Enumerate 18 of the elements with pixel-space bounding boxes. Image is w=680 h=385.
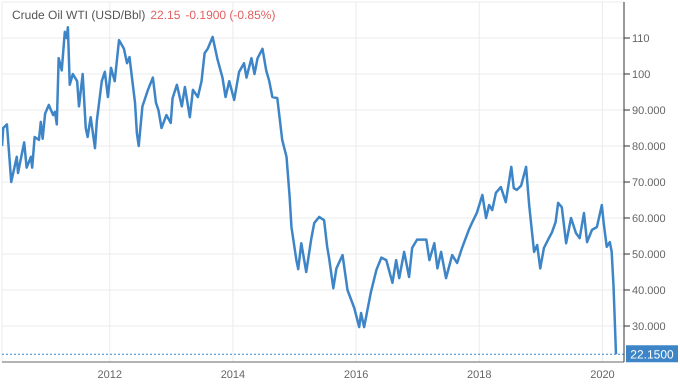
- text: Crude Oil WTI (USD/Bbl): [12, 8, 146, 22]
- y-tick-label: 40.000: [632, 284, 666, 297]
- x-tick-label: 2016: [344, 368, 368, 381]
- x-tick-label: 2014: [220, 368, 246, 381]
- annotation: -0.1900 (-0.85%): [185, 8, 276, 22]
- y-tick-label: 70.000: [632, 176, 666, 189]
- x-tick-label: 2012: [98, 368, 122, 381]
- y-tick-label: 50.000: [632, 248, 666, 261]
- y-tick-label: 60.000: [632, 212, 666, 225]
- y-tick-label: 80.000: [632, 140, 666, 153]
- y-tick-label: 30.000: [632, 320, 666, 333]
- x-tick-label: 2018: [467, 368, 492, 381]
- annotation: 22.15: [150, 8, 180, 22]
- y-tick-label: 100: [632, 68, 650, 81]
- y-tick-label: 90.000: [632, 104, 666, 117]
- y-tick-label: 110: [632, 32, 650, 45]
- ref-line-label: 22.1500: [630, 347, 674, 362]
- x-tick-label: 2020: [590, 368, 615, 381]
